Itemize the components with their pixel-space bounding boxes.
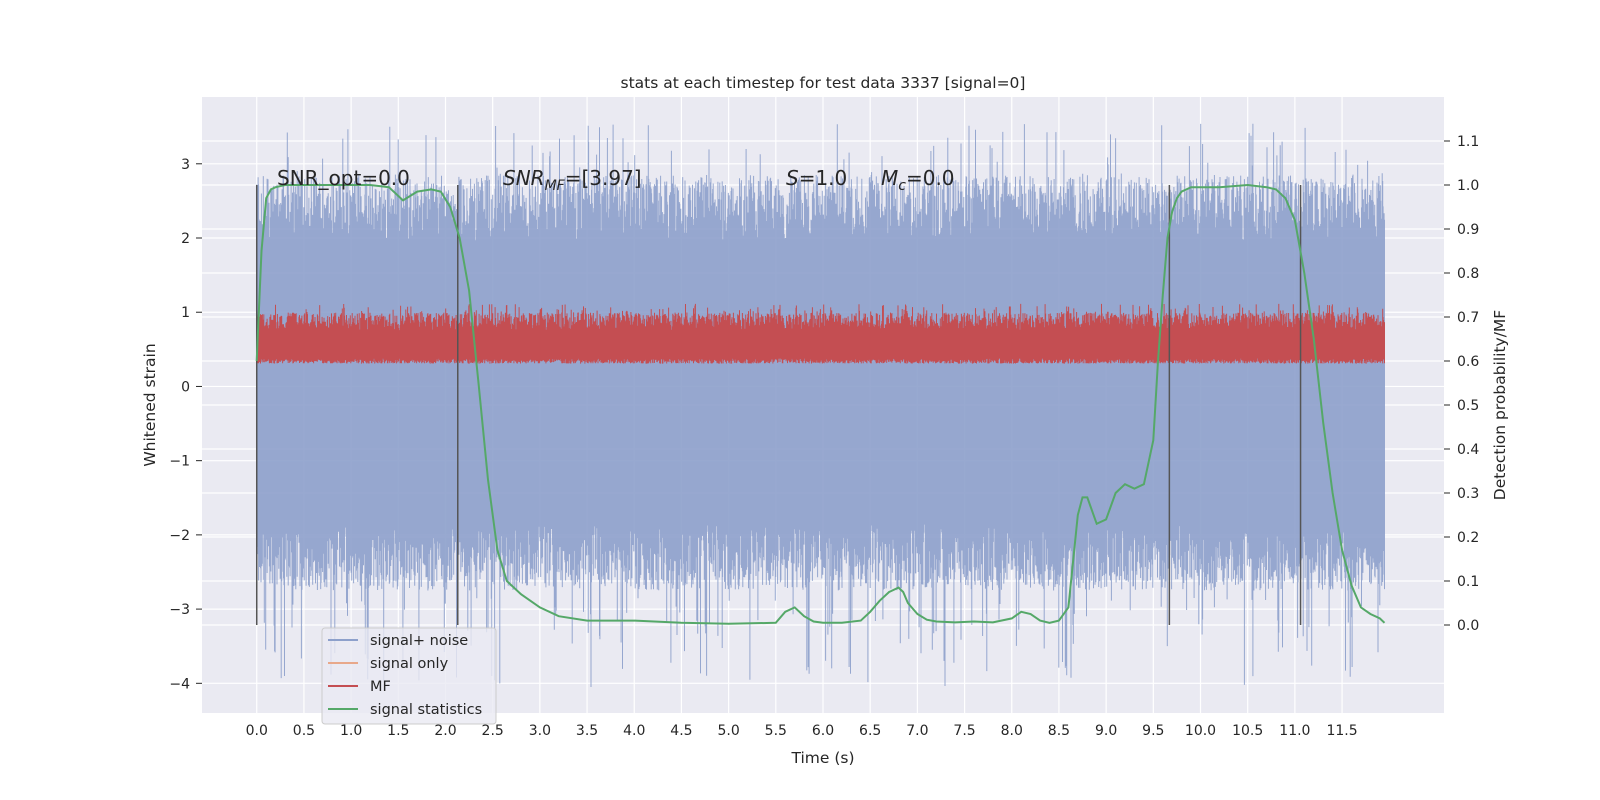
y-tick-label-left: −2 [169, 528, 190, 544]
x-tick-label: 0.0 [246, 723, 268, 739]
y-tick-label-left: −4 [169, 676, 190, 692]
x-axis-ticks: 0.0 0.5 1.0 1.5 2.0 2.5 3.0 3.5 4.0 4.5 5.0 5.5 6.0 6… [246, 723, 1358, 739]
x-tick-label: 3.0 [529, 723, 551, 739]
y-tick-label-right: 0.4 [1457, 442, 1479, 458]
legend-label-signal-noise: signal+ noise [370, 633, 468, 649]
y-tick-label-right: 0.9 [1457, 222, 1479, 238]
x-tick-label: 9.5 [1142, 723, 1164, 739]
x-tick-label: 1.5 [387, 723, 409, 739]
legend-box [321, 627, 497, 725]
x-tick-label: 11.5 [1326, 723, 1357, 739]
y-tick-label-left: 2 [181, 231, 190, 247]
x-tick-label: 10.0 [1185, 723, 1216, 739]
x-tick-label: 10.5 [1232, 723, 1263, 739]
legend: signal+ noise signal only MF signal stat… [321, 627, 497, 725]
annotation-s: S=1.0 [786, 166, 847, 190]
y-tick-label-right: 0.1 [1457, 574, 1479, 590]
x-axis-label: Time (s) [790, 749, 854, 767]
y-axis-right-ticks: 0.0 0.1 0.2 0.3 0.4 0.5 0.6 0.7 0.8 0.9 1.0 1.1 [1444, 134, 1479, 634]
x-tick-label: 0.5 [293, 723, 315, 739]
x-tick-label: 7.0 [906, 723, 928, 739]
y-tick-label-right: 0.6 [1457, 354, 1479, 370]
x-tick-label: 6.0 [812, 723, 834, 739]
x-tick-label: 7.5 [953, 723, 975, 739]
y-tick-label-right: 0.3 [1457, 486, 1479, 502]
y-tick-label-left: 3 [181, 157, 190, 173]
y-tick-label-right: 0.5 [1457, 398, 1479, 414]
x-tick-label: 6.5 [859, 723, 881, 739]
annotation-snr-mf: SNRMF=[3.97] [503, 166, 642, 194]
x-tick-label: 1.0 [340, 723, 362, 739]
y-tick-label-left: −1 [169, 454, 190, 470]
y-tick-label-right: 1.1 [1457, 134, 1479, 150]
x-tick-label: 2.5 [482, 723, 504, 739]
legend-label-signal-only: signal only [370, 656, 449, 672]
x-tick-label: 4.0 [623, 723, 645, 739]
y-tick-label-right: 1.0 [1457, 178, 1479, 194]
y-axis-left-ticks: −4 −3 −2 −1 0 1 2 3 [169, 157, 202, 692]
y-tick-label-right: 0.7 [1457, 310, 1479, 326]
x-tick-label: 5.0 [717, 723, 739, 739]
y-tick-label-left: 0 [181, 379, 190, 395]
x-tick-label: 8.5 [1048, 723, 1070, 739]
y-tick-label-right: 0.2 [1457, 530, 1479, 546]
y-tick-label-left: −3 [169, 602, 190, 618]
annotation-snr-opt: SNR_opt=0.0 [277, 166, 410, 190]
y-tick-label-right: 0.8 [1457, 266, 1479, 282]
y-tick-label-left: 1 [181, 305, 190, 321]
legend-label-mf: MF [370, 679, 391, 695]
annotation-mc: Mc=0.0 [881, 166, 955, 194]
y-axis-left-label: Whitened strain [141, 343, 159, 466]
vertical-markers [255, 185, 1302, 625]
y-axis-right-label: Detection probability/MF [1491, 310, 1509, 501]
x-tick-label: 9.0 [1095, 723, 1117, 739]
y-tick-label-right: 0.0 [1457, 618, 1479, 634]
x-tick-label: 11.0 [1279, 723, 1310, 739]
x-tick-label: 4.5 [670, 723, 692, 739]
x-tick-label: 2.0 [434, 723, 456, 739]
x-tick-label: 5.5 [765, 723, 787, 739]
x-tick-label: 3.5 [576, 723, 598, 739]
legend-label-signal-statistics: signal statistics [370, 702, 482, 718]
series-signal-statistics [255, 183, 1386, 625]
x-tick-label: 8.0 [1001, 723, 1023, 739]
chart-title: stats at each timestep for test data 333… [621, 74, 1026, 92]
